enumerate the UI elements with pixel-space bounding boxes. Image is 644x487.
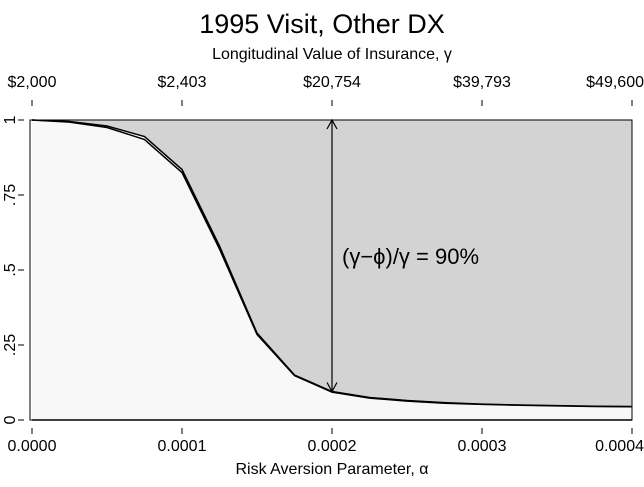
x-tick-label: 0.0000 <box>8 438 57 455</box>
x2-tick-label: $39,793 <box>453 74 511 91</box>
x2-tick-label: $20,754 <box>303 74 361 91</box>
x-tick-label: 0.0002 <box>308 438 357 455</box>
arrow-head <box>326 382 338 393</box>
area-below <box>32 120 632 420</box>
y-tick-label: .25 <box>2 334 19 356</box>
annotation-text: (γ−ϕ)/γ = 90% <box>342 244 479 269</box>
chart-title: 1995 Visit, Other DX <box>199 9 445 39</box>
x-tick-label: 0.0001 <box>158 438 207 455</box>
y-tick-label: .5 <box>2 263 19 276</box>
x2-axis-label: Longitudinal Value of Insurance, γ <box>212 46 452 63</box>
y-tick-label: 1 <box>2 115 19 124</box>
y-tick-label: 0 <box>2 415 19 424</box>
x-axis-label: Risk Aversion Parameter, α <box>235 461 428 478</box>
x2-tick-label: $2,403 <box>158 74 207 91</box>
y-tick-label: .75 <box>2 184 19 206</box>
x2-tick-label: $2,000 <box>8 74 57 91</box>
x-tick-label: 0.0003 <box>458 438 507 455</box>
x2-tick-label: $49,600 <box>586 74 644 91</box>
arrow-head <box>326 118 338 130</box>
x-tick-label: 0.0004 <box>595 438 644 455</box>
